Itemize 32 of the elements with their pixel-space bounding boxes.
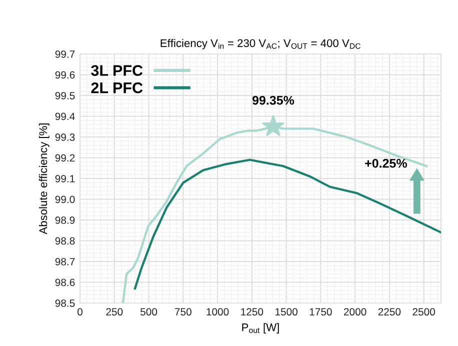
y-tick-label: 99.1 — [55, 175, 75, 182]
x-tick-label: 1250 — [241, 308, 264, 316]
x-tick-label: 0 — [78, 308, 82, 316]
y-tick-label: 99.7 — [55, 50, 75, 58]
y-tick-label: 99.5 — [55, 92, 75, 100]
y-tick-label: 98.8 — [55, 237, 75, 245]
y-tick-label: 99.3 — [55, 134, 75, 141]
x-tick-label: 1500 — [275, 308, 298, 316]
y-tick-label: 98.6 — [55, 278, 75, 286]
x-tick-label: 2250 — [378, 308, 401, 316]
x-tick-label: 2500 — [412, 308, 435, 316]
y-tick-label: 99.2 — [55, 154, 75, 162]
x-tick-label: 250 — [106, 308, 123, 316]
annotation: +0.25% — [365, 158, 407, 168]
legend-label: 2L PFC — [91, 82, 143, 94]
x-axis-title: P$_{out}$ [W] — [242, 323, 279, 334]
y-tick-label: 99.6 — [55, 71, 75, 79]
y-tick-label: 98.7 — [55, 258, 75, 266]
x-tick-label: 1750 — [310, 308, 332, 316]
x-tick-label: 750 — [174, 308, 192, 316]
y-tick-label: 98.5 — [55, 300, 75, 307]
y-tick-label: 99.0 — [55, 196, 75, 204]
legend-label: 3L PFC — [91, 65, 143, 76]
x-tick-label: 2000 — [344, 308, 366, 316]
x-tick-label: 1000 — [206, 308, 229, 316]
x-tick-label: 500 — [140, 308, 158, 316]
chart-title: Efficiency V$_{in}$ = 230 V$_{AC}$; V$_{OUT}$ = 400 V$_{DC}$ — [160, 38, 360, 50]
line-series — [134, 158, 441, 290]
y-tick-label: 98.9 — [55, 216, 75, 224]
y-tick-label: 99.4 — [55, 112, 75, 120]
y-axis-title: Absolute efficiency [%] — [38, 123, 50, 234]
annotation: 99.35% — [252, 96, 294, 105]
